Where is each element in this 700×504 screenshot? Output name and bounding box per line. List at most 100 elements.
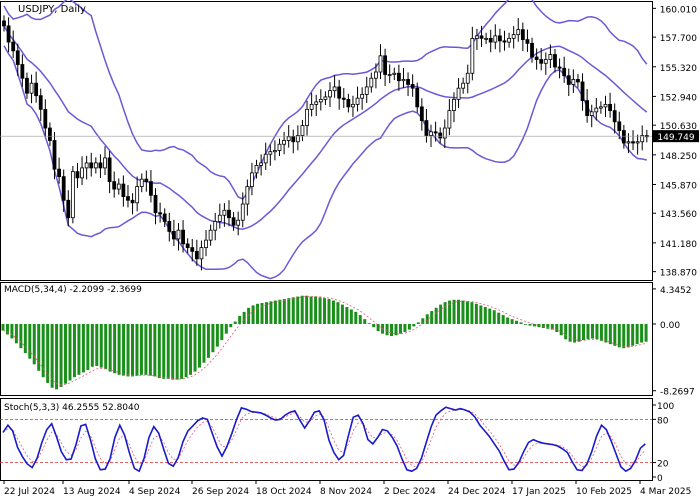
macd-histogram-bar	[385, 323, 389, 336]
candle-body	[181, 229, 185, 245]
macd-histogram-bar	[300, 295, 304, 324]
macd-histogram-bar	[635, 323, 639, 345]
macd-histogram-bar	[479, 305, 483, 324]
candle-body	[562, 67, 567, 77]
candle-body	[103, 157, 107, 169]
date-tick-label: 4 Mar 2025	[640, 487, 691, 497]
macd-histogram-bar	[622, 323, 626, 349]
macd-histogram-bar	[532, 323, 536, 327]
candle-body	[612, 110, 617, 123]
macd-histogram-bar	[336, 302, 340, 324]
candle-body	[61, 176, 66, 201]
candle-body	[2, 20, 6, 27]
macd-histogram-bar	[68, 323, 72, 381]
candle-body	[139, 178, 144, 187]
stoch-tick-label: 0	[657, 474, 663, 484]
macd-histogram-bar	[55, 323, 59, 390]
macd-histogram-bar	[528, 323, 532, 326]
macd-histogram-bar	[474, 303, 478, 324]
macd-histogram-bar	[492, 310, 496, 324]
macd-histogram-bar	[586, 323, 590, 340]
candle-body	[383, 55, 387, 75]
candle-body	[121, 183, 126, 197]
macd-histogram-bar	[327, 298, 331, 324]
macd-histogram-bar	[398, 323, 402, 334]
candle-body	[346, 98, 351, 108]
candle-body	[254, 165, 259, 174]
date-tick-label: 18 Oct 2024	[256, 487, 312, 497]
macd-histogram-bar	[144, 323, 148, 375]
candle-body	[185, 243, 190, 249]
candle-body	[525, 39, 530, 44]
candle-body	[80, 167, 84, 179]
stoch-title: Stoch(5,3,3) 46.2555 52.8040	[4, 403, 140, 413]
candle-body	[286, 136, 291, 141]
macd-histogram-bar	[1, 323, 5, 331]
price-tick-label: 160.010	[660, 5, 697, 15]
macd-histogram-bar	[81, 323, 85, 373]
macd-histogram-bar	[64, 323, 68, 384]
macd-histogram-bar	[269, 301, 273, 324]
candle-body	[25, 77, 29, 94]
candle-body	[208, 229, 213, 241]
candle-body	[162, 213, 167, 222]
candle-body	[282, 140, 286, 145]
date-tick-label: 26 Sep 2024	[192, 487, 249, 497]
candle-body	[176, 229, 181, 240]
candle-body	[52, 140, 57, 170]
candle-body	[424, 120, 429, 136]
macd-histogram-bar	[555, 323, 559, 333]
main-chart-title: USDJPY, Daily	[18, 4, 86, 15]
candle-body	[406, 79, 410, 85]
macd-histogram-bar	[497, 312, 501, 324]
candle-body	[245, 186, 250, 205]
macd-histogram-bar	[465, 301, 469, 324]
candle-body	[539, 59, 544, 64]
candle-body	[84, 162, 89, 169]
macd-histogram-bar	[510, 319, 514, 324]
candle-body	[387, 74, 392, 76]
macd-histogram-bar	[573, 323, 577, 343]
macd-signal-line	[2, 296, 647, 386]
macd-histogram-bar	[197, 323, 201, 368]
macd-tick-label: 0.00	[660, 321, 680, 331]
macd-histogram-bar	[211, 323, 215, 353]
candle-body	[355, 97, 360, 105]
macd-histogram-bar	[452, 299, 456, 324]
candle-body	[401, 79, 406, 82]
macd-histogram-bar	[323, 298, 327, 324]
macd-histogram-bar	[470, 302, 474, 324]
candle-body	[190, 247, 195, 252]
macd-histogram-bar	[448, 300, 452, 324]
macd-histogram-bar	[291, 297, 295, 324]
macd-histogram-bar	[640, 323, 644, 343]
macd-histogram-bar	[412, 323, 416, 327]
macd-histogram-bar	[224, 323, 228, 334]
candle-body	[130, 199, 135, 204]
candle-body	[599, 106, 603, 109]
macd-histogram-bar	[430, 311, 434, 324]
macd-histogram-bar	[407, 323, 411, 330]
price-tick-label: 150.630	[660, 122, 697, 132]
candle-body	[621, 130, 626, 144]
candle-body	[194, 250, 199, 260]
candle-body	[144, 178, 149, 183]
macd-histogram-bar	[541, 323, 545, 329]
macd-histogram-bar	[180, 323, 184, 379]
candle-body	[259, 162, 264, 166]
price-tick-label: 145.870	[660, 181, 697, 191]
candle-body	[543, 59, 548, 64]
candle-body	[268, 151, 273, 155]
candle-body	[328, 90, 332, 98]
macd-histogram-bar	[354, 311, 358, 324]
macd-histogram-bar	[37, 323, 41, 371]
macd-histogram-bar	[590, 323, 594, 339]
candle-body	[502, 40, 507, 43]
macd-histogram-bar	[390, 323, 394, 337]
macd-histogram-bar	[582, 323, 586, 341]
macd-histogram-bar	[23, 323, 27, 354]
candle-body	[273, 150, 277, 153]
macd-histogram-bar	[367, 323, 371, 324]
macd-histogram-bar	[157, 323, 161, 379]
